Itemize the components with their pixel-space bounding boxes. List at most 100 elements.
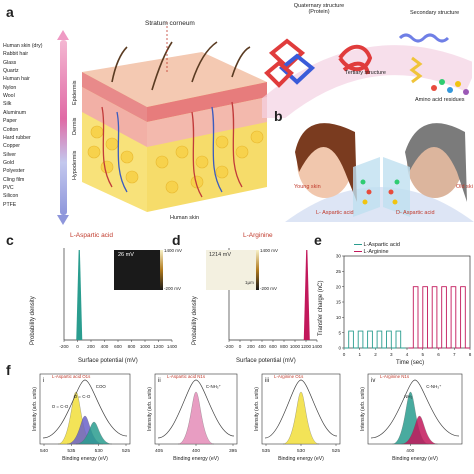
xps-panel: iv L-Arginine N1s 400 Binding energy (eV) In… [360, 373, 463, 462]
triboelectric-series-item: Silk [3, 101, 12, 108]
chart-d-inset-top: 1400 mV [260, 248, 279, 253]
chart-c-inset-value: 26 mV [118, 252, 134, 258]
triboelectric-series-item: Hard rubber [3, 134, 31, 141]
secondary-structure-label: Secondary structure [410, 10, 460, 16]
x-tick-label: 1200 [153, 344, 164, 349]
triboelectric-series-item: Silicon [3, 193, 19, 200]
legend-arginine: L-Arginine [354, 249, 389, 255]
x-axis-label: Binding energy (eV) [173, 456, 219, 462]
chart-d-inset-value: 1214 mV [209, 252, 232, 258]
triboelectric-series-item: Nylon [3, 84, 17, 91]
x-tick-label: 1000 [140, 344, 151, 349]
x-axis-label: Binding energy (eV) [392, 456, 438, 462]
chart-e: 0 5 10 15 20 25 30 0 1 2 3 4 5 6 7 8 [336, 254, 472, 356]
amino-acid-residues-label: Amino acid residues [415, 97, 465, 103]
x-tick-label: 1400 [312, 344, 323, 349]
x-tick-label: 1 [358, 352, 361, 356]
x-tick-label: 600 [114, 344, 122, 349]
y-tick-label: 20 [336, 284, 342, 289]
sub-title: L-Arginine O1s [274, 374, 304, 379]
tertiary-structure-label: Tertiary structure [345, 70, 386, 76]
x-tick-label: 3 [390, 352, 393, 356]
x-tick-label: 2 [374, 352, 377, 356]
panel-label-f: f [6, 362, 11, 378]
x-tick-label: 800 [128, 344, 136, 349]
triboelectric-gradient-bar [60, 40, 67, 215]
triboelectric-series-item: Copper [3, 143, 21, 150]
peak-label: O = C-O [74, 394, 91, 399]
chart-c-inset-top: 1400 mV [164, 248, 183, 253]
triboelectric-series-item: Gold [3, 159, 14, 166]
triboelectric-series-item: Human skin (dry) [3, 43, 43, 49]
x-tick-label: 7 [453, 352, 456, 356]
fitted-peak [282, 391, 320, 445]
x-axis-label: Binding energy (eV) [62, 456, 108, 462]
x-tick-label: 1400 [167, 344, 178, 349]
chart-c-inset-bottom: -200 mV [164, 286, 182, 291]
x-tick-label: 4 [406, 352, 409, 356]
xps-panel: ii L-Aspartic acid N1s 405 400 395 Binding en… [147, 373, 237, 462]
l-aspartic-label: L- Aspartic acid [316, 210, 354, 216]
distribution-peak [76, 250, 83, 340]
x-tick-label: 600 [269, 344, 277, 349]
sub-title: L-Arginine N1s [380, 374, 410, 379]
d-aspartic-label: D- Aspartic acid [396, 210, 435, 216]
triboelectric-series-item: Quartz [3, 68, 19, 75]
x-tick-label: 400 [406, 448, 414, 454]
triboelectric-series-item: Aluminum [3, 109, 27, 116]
envelope-curve [157, 379, 235, 439]
x-tick-label: 535 [262, 448, 270, 454]
envelope-curve [42, 379, 128, 439]
chart-c-inset-colorbar [160, 250, 163, 290]
triboelectric-series-item: Silver [3, 151, 16, 158]
x-tick-label: 1000 [290, 344, 301, 349]
sub-title: L-Aspartic acid N1s [167, 374, 206, 379]
chart-c: -200 0 200 400 600 800 1000 1200 1400 [59, 248, 178, 349]
distribution-peak [303, 250, 310, 340]
human-skin-label: Human skin [170, 215, 200, 221]
legend-arginine-label: L-Arginine [363, 249, 389, 255]
triboelectric-series-item: PTFE [3, 201, 17, 208]
x-tick-label: 0 [239, 344, 242, 349]
peak-label: NH₂ [404, 394, 412, 399]
sub-label: iii [265, 378, 269, 384]
peak-label: C-NH₃⁺ [206, 384, 221, 389]
chart-d-inset [206, 250, 258, 290]
dermis-label: Dermis [72, 117, 78, 135]
sub-title: L-Aspartic acid O1s [52, 374, 91, 379]
faces-illustration [285, 123, 474, 222]
x-tick-label: 0 [76, 344, 79, 349]
triboelectric-series-item: Polyester [3, 168, 25, 175]
legend-aspartic: L-Aspartic acid [354, 242, 400, 248]
x-tick-label: 405 [155, 448, 163, 454]
hypodermis-label: Hypodermis [72, 150, 78, 180]
x-tick-label: 1200 [301, 344, 312, 349]
chart-c-inset [114, 250, 162, 290]
x-tick-label: -200 [224, 344, 234, 349]
panel-label-c: c [6, 232, 14, 248]
x-tick-label: 8 [469, 352, 472, 356]
panel-label-d: d [172, 232, 181, 248]
envelope-curve [264, 379, 338, 439]
epidermis-label: Epidermis [72, 80, 78, 105]
chart-f-group: i L-Aspartic acid O1s 540 535 530 525 Binding … [32, 373, 463, 462]
sub-label: iv [371, 378, 375, 384]
chart-e-xlabel: Time (sec) [396, 360, 425, 366]
chart-c-title: L-Aspartic acid [70, 232, 113, 239]
y-axis-label: Intensity (arb. units) [254, 387, 260, 431]
chart-c-ylabel: Probability density [30, 296, 36, 345]
x-axis-label: Binding energy (eV) [278, 456, 324, 462]
triboelectric-series-item: Human hair [3, 76, 30, 83]
chart-c-xlabel: Surface potential (mV) [78, 358, 138, 364]
x-tick-label: 395 [229, 448, 237, 454]
xps-panel: iii L-Arginine O1s 535 530 525 Binding energy… [254, 373, 340, 462]
x-tick-label: 400 [258, 344, 266, 349]
sub-label: i [43, 378, 44, 384]
arrow-down-icon [57, 215, 69, 225]
chart-d-inset-scale: 1µm [245, 280, 254, 285]
x-tick-label: 530 [297, 448, 305, 454]
y-tick-label: 15 [336, 300, 342, 305]
skin-illustration [82, 22, 267, 212]
peak-label: C-NH₃⁺ [426, 384, 441, 389]
y-tick-label: 5 [338, 330, 341, 335]
